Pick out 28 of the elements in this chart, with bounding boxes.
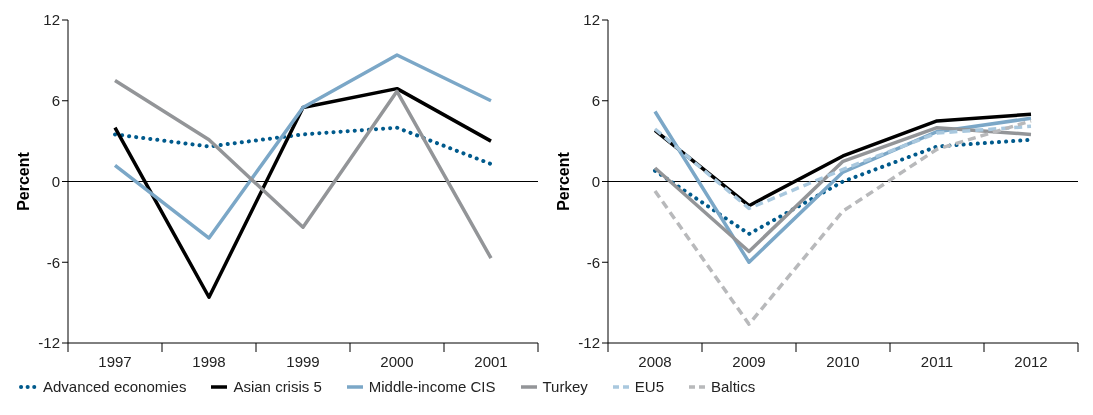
y-tick-label: 6 [591, 92, 600, 110]
y-tick-label: -6 [586, 253, 600, 271]
x-tick-label: 2008 [638, 353, 672, 370]
y-tick-label: 6 [51, 92, 60, 110]
y-tick-label: 0 [51, 172, 60, 190]
x-tick-label: 2012 [1014, 353, 1048, 370]
legend-label: Baltics [711, 378, 756, 395]
x-tick-label: 2000 [380, 353, 414, 370]
x-tick-label: 1999 [286, 353, 320, 370]
y-tick-label: -12 [38, 334, 60, 352]
y-tick-label: 12 [43, 11, 60, 29]
x-tick-label: 2011 [920, 353, 954, 370]
y-axis-title: Percent [554, 151, 572, 211]
legend-label: Advanced economies [43, 378, 187, 395]
y-tick-label: 0 [591, 172, 600, 190]
y-tick-label: 12 [583, 11, 600, 29]
x-tick-label: 2001 [474, 353, 508, 370]
y-tick-label: -12 [578, 334, 600, 352]
x-tick-label: 2010 [826, 353, 860, 370]
x-tick-label: 1998 [192, 353, 226, 370]
x-tick-label: 2009 [732, 353, 766, 370]
legend-label: Turkey [542, 378, 588, 395]
x-tick-label: 1997 [98, 353, 132, 370]
y-tick-label: -6 [46, 253, 60, 271]
legend-label: Middle-income CIS [368, 378, 496, 395]
y-axis-title: Percent [14, 151, 32, 211]
legend-label: Asian crisis 5 [233, 378, 322, 395]
legend-label: EU5 [634, 378, 664, 395]
